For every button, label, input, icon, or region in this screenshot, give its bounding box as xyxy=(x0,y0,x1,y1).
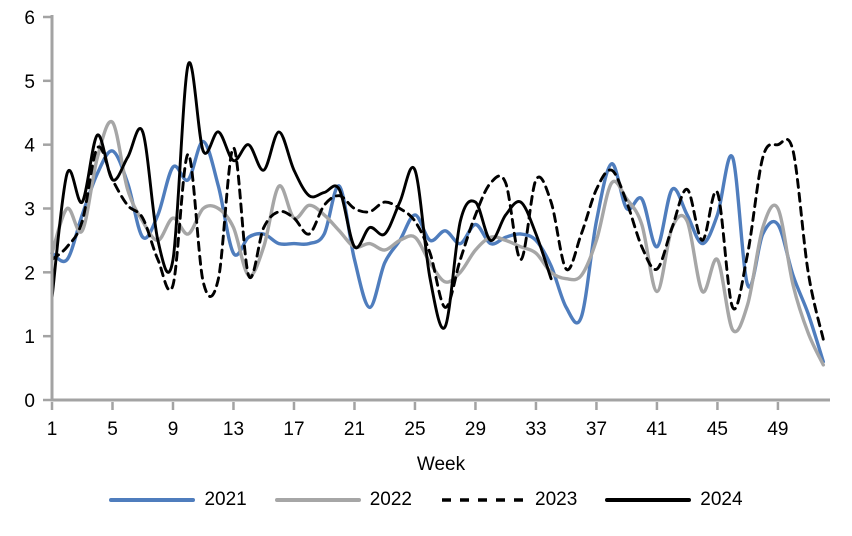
series-line-2024 xyxy=(50,61,553,330)
x-tick-label: 29 xyxy=(465,419,486,440)
series-line-2023 xyxy=(50,137,825,341)
y-tick-label: 6 xyxy=(24,8,35,29)
series-layer xyxy=(50,61,825,367)
legend-label-2024: 2024 xyxy=(700,489,743,510)
legend-item-2021: 2021 xyxy=(109,489,247,510)
y-tick-label: 1 xyxy=(24,327,35,348)
x-tick-label: 33 xyxy=(525,419,546,440)
x-tick-label: 41 xyxy=(646,419,667,440)
legend: 2021 2022 2023 2024 xyxy=(0,490,852,509)
y-tick-label: 2 xyxy=(24,263,35,284)
legend-item-2024: 2024 xyxy=(605,489,743,510)
legend-label-2022: 2022 xyxy=(369,489,412,510)
y-tick-label: 4 xyxy=(24,136,35,157)
x-tick-label: 17 xyxy=(283,419,304,440)
legend-swatch-2021 xyxy=(109,497,196,502)
x-tick-label: 45 xyxy=(707,419,728,440)
series-line-2021 xyxy=(50,139,825,364)
legend-item-2022: 2022 xyxy=(274,489,412,510)
legend-swatch-2023 xyxy=(442,497,524,502)
legend-swatch-2022 xyxy=(274,497,361,502)
legend-item-2023: 2023 xyxy=(440,490,577,509)
x-tick-label: 1 xyxy=(47,419,58,440)
x-tick-label: 9 xyxy=(168,419,179,440)
x-axis-title: Week xyxy=(417,454,466,475)
y-tick-label: 3 xyxy=(24,200,35,221)
x-tick-label: 5 xyxy=(107,419,118,440)
x-tick-label: 13 xyxy=(223,419,244,440)
legend-label-2023: 2023 xyxy=(535,489,578,510)
x-tick-label: 49 xyxy=(767,419,788,440)
legend-label-2021: 2021 xyxy=(204,489,247,510)
y-tick-label: 0 xyxy=(24,391,35,412)
legend-swatch-2024 xyxy=(605,497,692,502)
x-tick-label: 21 xyxy=(344,419,365,440)
series-line-2022 xyxy=(50,119,825,367)
x-tick-label: 37 xyxy=(586,419,607,440)
x-tick-label: 25 xyxy=(404,419,425,440)
y-tick-label: 5 xyxy=(24,72,35,93)
